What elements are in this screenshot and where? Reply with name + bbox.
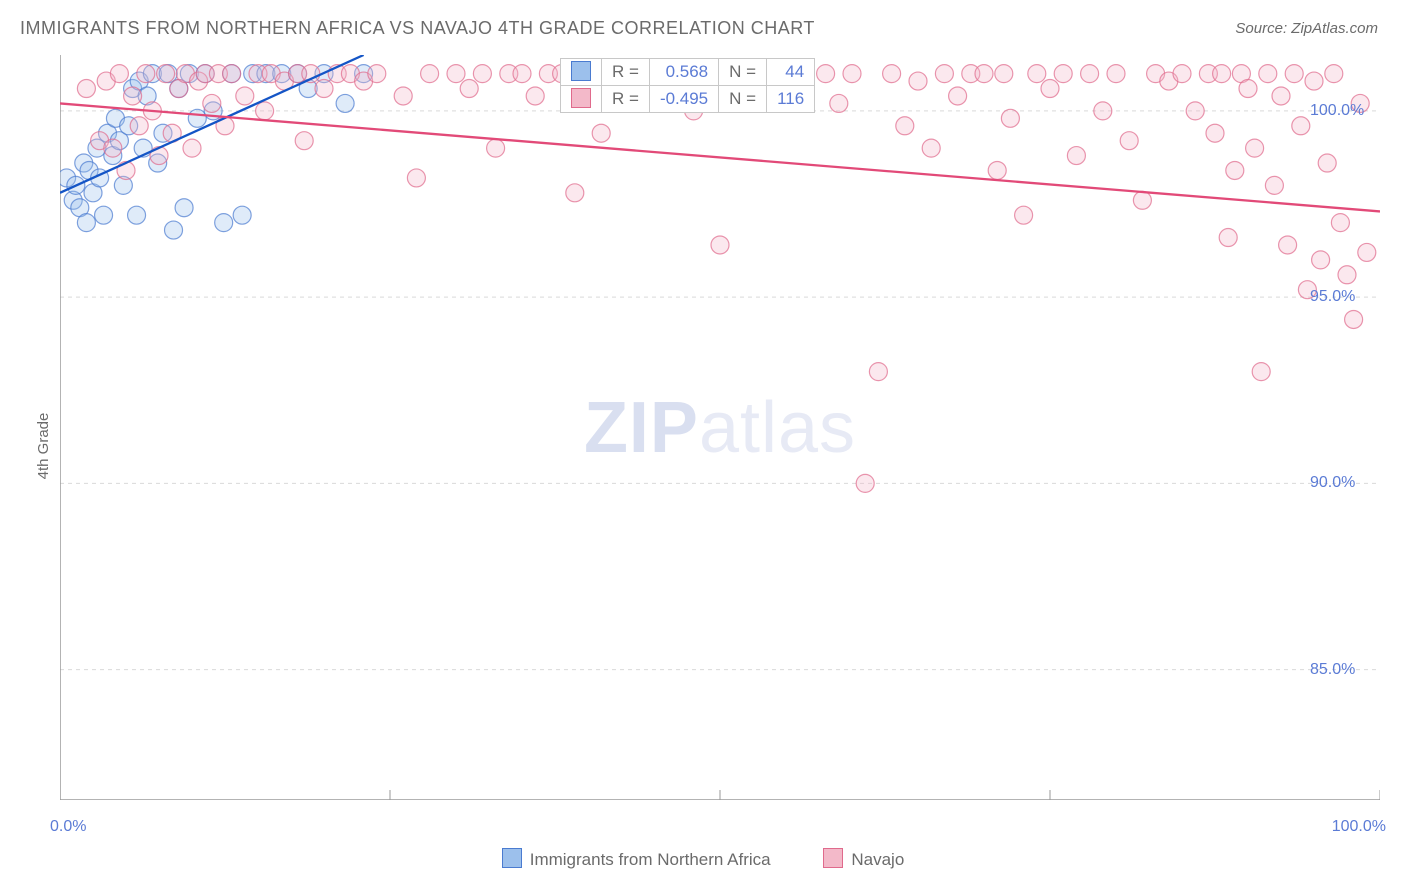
label-n: N = <box>719 86 767 113</box>
y-tick-label: 100.0% <box>1310 102 1364 120</box>
stats-row-a: R = 0.568 N = 44 <box>561 59 815 86</box>
y-axis-label: 4th Grade <box>35 413 52 480</box>
y-tick-label: 85.0% <box>1310 661 1355 679</box>
label-r: R = <box>602 59 650 86</box>
x-tick-max: 100.0% <box>1332 818 1386 836</box>
swatch-b-icon <box>823 848 843 868</box>
value-r-b: -0.495 <box>649 86 718 113</box>
value-r-a: 0.568 <box>649 59 718 86</box>
y-tick-label: 95.0% <box>1310 288 1355 306</box>
swatch-series-b <box>571 88 591 108</box>
chart-svg <box>60 55 1380 800</box>
label-r: R = <box>602 86 650 113</box>
swatch-series-a <box>571 61 591 81</box>
stats-row-b: R = -0.495 N = 116 <box>561 86 815 113</box>
stats-table: R = 0.568 N = 44 R = -0.495 N = 116 <box>560 58 815 113</box>
legend-label-b: Navajo <box>851 850 904 869</box>
plot-area: ZIPatlas R = 0.568 N = 44 R = -0.495 N =… <box>60 55 1380 800</box>
legend-item-a: Immigrants from Northern Africa <box>502 850 776 869</box>
source-prefix: Source: <box>1235 20 1291 37</box>
value-n-a: 44 <box>767 59 815 86</box>
legend-item-b: Navajo <box>823 850 904 869</box>
swatch-a-icon <box>502 848 522 868</box>
legend-stats-box: R = 0.568 N = 44 R = -0.495 N = 116 <box>560 58 815 113</box>
legend-bottom: Immigrants from Northern Africa Navajo <box>0 848 1406 870</box>
label-n: N = <box>719 59 767 86</box>
chart-title: IMMIGRANTS FROM NORTHERN AFRICA VS NAVAJ… <box>20 18 815 39</box>
legend-label-a: Immigrants from Northern Africa <box>530 850 771 869</box>
x-tick-min: 0.0% <box>50 818 86 836</box>
value-n-b: 116 <box>767 86 815 113</box>
y-tick-label: 90.0% <box>1310 474 1355 492</box>
source-name: ZipAtlas.com <box>1291 20 1378 37</box>
source-credit: Source: ZipAtlas.com <box>1235 20 1378 37</box>
